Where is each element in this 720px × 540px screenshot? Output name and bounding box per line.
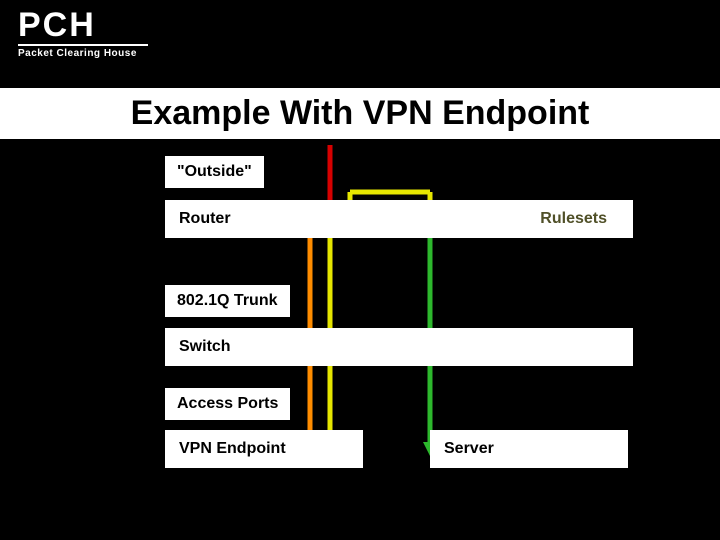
- label-trunk: 802.1Q Trunk: [165, 285, 290, 317]
- box-router: Router Rulesets: [165, 200, 633, 238]
- vpn-label: VPN Endpoint: [179, 440, 286, 457]
- label-outside: "Outside": [165, 156, 264, 188]
- box-server: Server: [430, 430, 628, 468]
- rulesets-label: Rulesets: [540, 210, 607, 228]
- label-access: Access Ports: [165, 388, 290, 420]
- server-label: Server: [444, 440, 494, 457]
- box-switch: Switch: [165, 328, 633, 366]
- box-vpn: VPN Endpoint: [165, 430, 363, 468]
- router-label: Router: [179, 210, 231, 227]
- switch-label: Switch: [179, 338, 231, 355]
